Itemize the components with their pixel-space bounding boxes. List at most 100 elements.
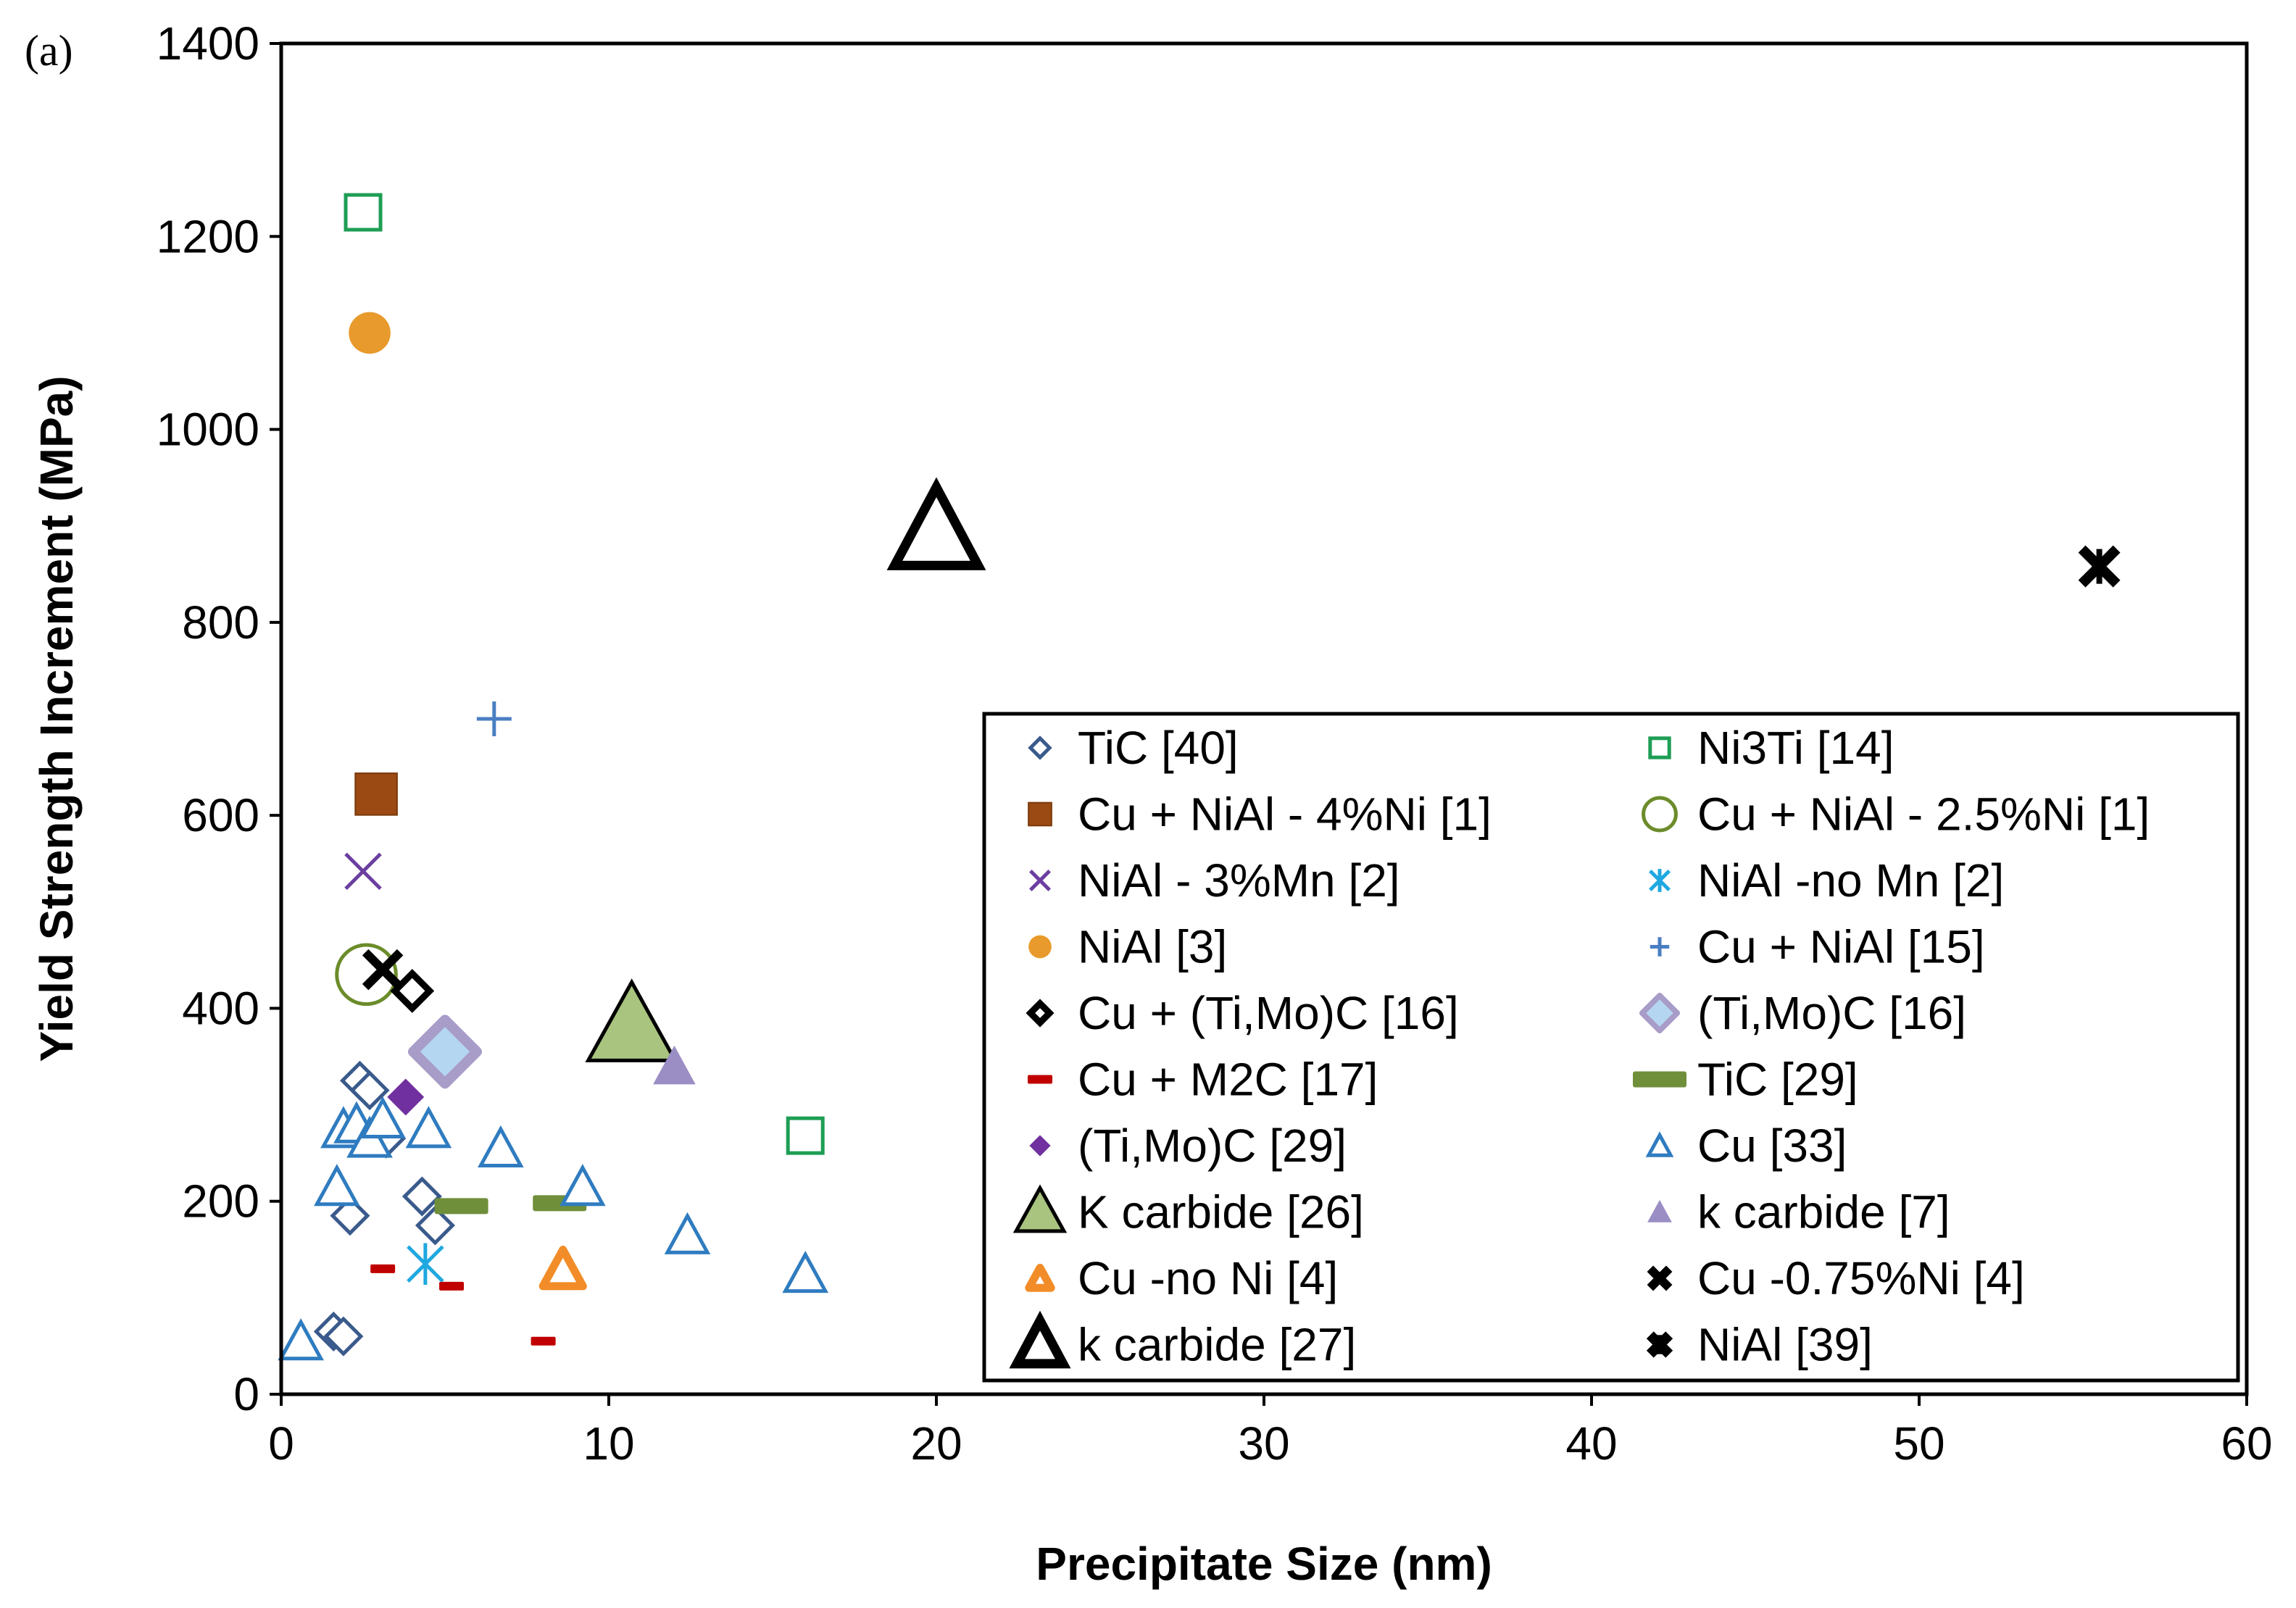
data-point: [330, 1196, 370, 1236]
data-point: [476, 701, 512, 736]
x-tick-label: 10: [583, 1417, 634, 1470]
legend-label: Cu + NiAl [15]: [1697, 921, 1985, 973]
y-axis-ticks: 0 200 400 600 800 1000 1200 1400: [157, 17, 281, 1420]
y-tick-label: 600: [182, 789, 259, 841]
data-point: [415, 1205, 455, 1246]
data-point: [344, 852, 382, 891]
data-point: [782, 1250, 829, 1294]
series-cu-0-75-ni-4: [362, 949, 404, 991]
x-tick-label: 30: [1238, 1417, 1289, 1470]
legend-label: Cu + M2C [17]: [1078, 1054, 1378, 1106]
legend-item-cu-m2c-17: Cu + M2C [17]: [1028, 1054, 1378, 1106]
legend-item-nial-39: NiAl [39]: [1646, 1319, 1873, 1371]
legend-marker: [1647, 1199, 1672, 1222]
series-k-carbide-7: [653, 1045, 696, 1085]
legend-item-k-carbide-26: K carbide [26]: [1012, 1184, 1364, 1238]
legend-item-cu-nial-2-5-ni-1: Cu + NiAl - 2.5%Ni [1]: [1642, 788, 2150, 841]
series-nial-39: [2078, 545, 2121, 588]
legend-item-cu-0-75-ni-4: Cu -0.75%Ni [4]: [1647, 1252, 2025, 1304]
legend-label: (Ti,Mo)C [29]: [1078, 1120, 1347, 1172]
legend-item-nial-no-mn-2: NiAl -no Mn [2]: [1649, 854, 2004, 907]
series-nial-no-mn-2: [407, 1243, 444, 1286]
legend-marker: [1642, 796, 1678, 833]
legend-label: TiC [29]: [1697, 1054, 1858, 1106]
data-point: [2078, 545, 2121, 588]
legend-item-cu-nial-15: Cu + NiAl [15]: [1650, 921, 1985, 973]
y-tick-label: 1200: [157, 210, 259, 262]
series-cu-nial-15: [476, 701, 512, 736]
panel-label: (a): [25, 27, 73, 75]
legend-label: Ni3Ti [14]: [1697, 722, 1894, 774]
legend-marker: [1029, 870, 1051, 891]
data-point: [362, 949, 404, 991]
legend-label: k carbide [7]: [1697, 1186, 1950, 1238]
y-tick-label: 400: [182, 982, 259, 1034]
legend-marker: [1648, 736, 1671, 759]
y-tick-label: 0: [233, 1368, 259, 1420]
data-point: [323, 1316, 364, 1357]
legend-marker: [1029, 1135, 1051, 1157]
data-point: [786, 1116, 825, 1155]
legend-label: k carbide [27]: [1078, 1319, 1356, 1371]
x-tick-label: 0: [268, 1417, 294, 1470]
series-cu-33: [278, 1096, 829, 1361]
legend-label: NiAl [3]: [1078, 921, 1227, 973]
data-point: [278, 1318, 324, 1361]
legend-marker: [1639, 992, 1681, 1034]
data-point: [335, 943, 398, 1007]
legend-label: TiC [40]: [1078, 722, 1239, 774]
legend-item-ti-mo-c-16: (Ti,Mo)C [16]: [1639, 987, 1966, 1039]
legend-marker: [1647, 1265, 1673, 1291]
legend-marker: [1650, 937, 1670, 957]
data-point: [664, 1212, 711, 1254]
legend-item-cu-33: Cu [33]: [1645, 1120, 1847, 1172]
series-k-carbide-26: [585, 978, 678, 1062]
legend-marker: [1633, 1071, 1686, 1088]
data-point: [349, 312, 391, 354]
legend-item-tic-40: TiC [40]: [1028, 722, 1239, 774]
legend-marker: [1028, 935, 1052, 959]
legend-label: Cu + (Ti,Mo)C [16]: [1078, 987, 1459, 1039]
legend-box: [982, 712, 2240, 1383]
legend-item-ni3ti-14: Ni3Ti [14]: [1648, 722, 1894, 774]
legend-marker: [1645, 1131, 1674, 1157]
series-ti-mo-c-29: [387, 1078, 425, 1116]
x-axis-ticks: 0 10 20 30 40 50 60: [268, 1394, 2273, 1470]
data-point: [354, 772, 398, 816]
legend-marker: [1028, 801, 1052, 827]
legend-item-nial-3-mn-2: NiAl - 3%Mn [2]: [1029, 854, 1400, 907]
data-point: [314, 1164, 360, 1207]
legend-label: Cu -0.75%Ni [4]: [1697, 1252, 2025, 1304]
y-tick-label: 200: [182, 1175, 259, 1228]
data-point: [370, 1264, 396, 1273]
legend-item-ti-mo-c-29: (Ti,Mo)C [29]: [1029, 1120, 1347, 1172]
series-cu-m2c-17: [370, 1264, 556, 1346]
y-axis-title: Yield Strength Increment (MPa): [30, 375, 83, 1062]
legend-item-cu-no-ni-4: Cu -no Ni [4]: [1025, 1252, 1338, 1304]
series-ni3ti-14: [344, 193, 825, 1155]
x-tick-label: 20: [910, 1417, 962, 1470]
legend-marker: [1028, 736, 1052, 760]
data-point: [359, 1096, 406, 1139]
data-point: [349, 1070, 390, 1111]
series-cu-no-ni-4: [538, 1246, 587, 1291]
legend-label: K carbide [26]: [1078, 1186, 1364, 1238]
data-point: [387, 1078, 425, 1116]
legend: TiC [40] Ni3Ti [14] Cu + NiAl - 4%Ni [1] Cu…: [982, 712, 2240, 1383]
legend-item-cu-ti-mo-c-16: Cu + (Ti,Mo)C [16]: [1026, 987, 1459, 1039]
legend-marker: [1009, 1310, 1071, 1369]
x-tick-label: 50: [1893, 1417, 1944, 1470]
data-point: [408, 1015, 482, 1089]
legend-item-k-carbide-7: k carbide [7]: [1647, 1186, 1950, 1238]
series-nial-3-mn-2: [344, 852, 382, 891]
series-cu-nial-2-5-ni-1: [335, 943, 398, 1007]
legend-label: Cu + NiAl - 4%Ni [1]: [1078, 788, 1492, 841]
x-axis-title: Precipitate Size (nm): [1036, 1538, 1492, 1590]
series-nial-3: [349, 312, 391, 354]
legend-item-tic-29: TiC [29]: [1633, 1054, 1858, 1106]
legend-label: NiAl [39]: [1697, 1319, 1873, 1371]
legend-label: NiAl - 3%Mn [2]: [1078, 854, 1400, 907]
data-point: [402, 1176, 442, 1217]
series-cu-nial-4-ni-1: [354, 772, 398, 816]
